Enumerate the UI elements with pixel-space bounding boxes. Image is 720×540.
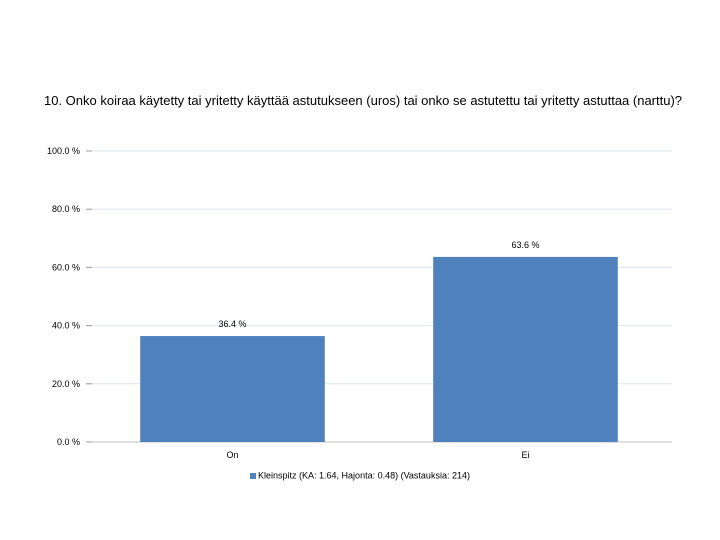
x-tick-label: Ei: [521, 450, 529, 460]
data-label: 36.4 %: [218, 319, 246, 329]
bar: [140, 336, 325, 442]
legend-swatch: [250, 472, 257, 479]
y-tick-label: 20.0 %: [52, 379, 80, 389]
legend-label: Kleinspitz (KA: 1.64, Hajonta: 0.48) (Va…: [258, 470, 470, 481]
chart-title: 10. Onko koiraa käytetty tai yritetty kä…: [44, 93, 683, 108]
legend: Kleinspitz (KA: 1.64, Hajonta: 0.48) (Va…: [0, 470, 720, 481]
bar: [433, 256, 618, 442]
x-tick-label: On: [226, 450, 238, 460]
y-tick-label: 80.0 %: [52, 204, 80, 214]
y-tick-label: 100.0 %: [47, 146, 80, 156]
y-tick-label: 60.0 %: [52, 262, 80, 272]
data-label: 63.6 %: [511, 240, 539, 250]
y-tick-label: 40.0 %: [52, 321, 80, 331]
y-tick-label: 0.0 %: [57, 437, 80, 447]
